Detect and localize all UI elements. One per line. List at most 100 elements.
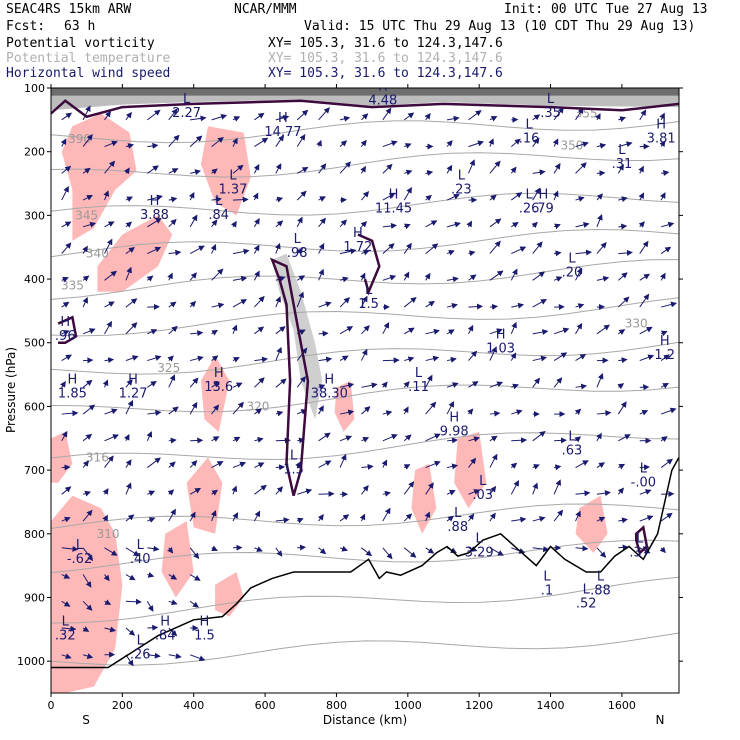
wind-vector — [339, 248, 357, 255]
wind-vector — [468, 140, 484, 148]
hl-marker-value: .16 — [519, 132, 540, 147]
wind-vector — [596, 547, 607, 558]
hl-marker-value: .1 — [541, 584, 553, 599]
wind-vector — [596, 275, 610, 282]
wind-vector — [61, 410, 79, 417]
wind-vector — [275, 547, 283, 557]
hl-marker-type: H — [660, 334, 670, 349]
wind-vector — [318, 217, 326, 228]
hl-marker-value: 4.48 — [368, 93, 397, 108]
wind-vector — [253, 163, 260, 174]
wind-vector — [125, 247, 135, 254]
pv-contour-small — [57, 315, 78, 344]
wind-vector — [511, 192, 523, 201]
hl-marker-type: H — [353, 226, 363, 241]
wind-vector — [254, 326, 265, 335]
theta-contour-line — [51, 632, 679, 666]
hl-marker-type: L — [476, 532, 484, 547]
x-left-endpoint-label: S — [82, 713, 90, 727]
wind-vector — [596, 372, 604, 388]
wind-vector — [275, 346, 282, 361]
wind-vector — [254, 484, 267, 495]
hl-marker: H.84 — [155, 614, 176, 643]
wind-vector — [168, 461, 176, 468]
wind-vector — [82, 574, 92, 588]
wind-vector — [254, 137, 269, 148]
wind-vector — [489, 410, 501, 417]
wind-vector — [103, 190, 110, 201]
wind-vector — [316, 139, 322, 147]
hl-marker: H1.03 — [486, 328, 515, 357]
wind-vector — [660, 436, 668, 443]
wind-vector — [189, 135, 203, 147]
wind-vector — [510, 321, 517, 335]
wind-vector — [104, 599, 112, 605]
wind-vector — [102, 514, 108, 522]
negative-pv-region — [411, 463, 437, 534]
x-axis-label: Distance (km) — [323, 713, 407, 727]
wind-vector — [61, 276, 69, 283]
wind-vector — [232, 164, 244, 174]
hl-marker: H1.85 — [58, 372, 87, 401]
wind-vector — [425, 328, 440, 335]
wind-vector — [661, 301, 677, 308]
axes: 100 200 300 400 500 600 700 800 900 1000 0 200 400 60… — [17, 82, 683, 712]
wind-vector — [382, 107, 392, 121]
hl-marker-value: .98 — [287, 246, 308, 261]
wind-vector — [618, 223, 628, 230]
wind-vector — [596, 410, 612, 417]
pv-contours — [51, 99, 679, 556]
wind-vector — [639, 515, 654, 522]
wind-vector — [339, 453, 347, 468]
wind-vector — [532, 464, 540, 470]
wind-vector — [489, 512, 496, 522]
wind-vector — [532, 299, 547, 308]
wind-vector — [190, 115, 207, 122]
wind-vector — [661, 170, 670, 176]
wind-vector — [382, 163, 393, 174]
hl-marker-type: H — [60, 315, 70, 330]
stratospheric-pv-core — [51, 88, 679, 96]
wind-vector — [424, 511, 431, 522]
wind-vector — [231, 485, 238, 495]
wind-vector — [104, 434, 119, 442]
wind-vector — [189, 300, 197, 308]
wind-vector — [510, 462, 518, 469]
hl-marker: L-.00 — [631, 461, 656, 490]
wind-vector — [211, 113, 228, 121]
wind-vector — [596, 142, 607, 149]
y-tick-label: 200 — [24, 146, 45, 159]
wind-vector — [489, 547, 504, 556]
wind-vector — [274, 242, 281, 254]
wind-vector — [61, 221, 72, 228]
wind-vector — [639, 326, 653, 335]
hl-marker-type: H — [150, 194, 160, 209]
wind-vector — [82, 105, 91, 121]
wind-vector — [489, 453, 498, 468]
wind-vector — [61, 653, 72, 660]
wind-vector — [254, 112, 265, 121]
wind-vector — [168, 599, 178, 606]
wind-vector — [554, 437, 567, 444]
wind-vector — [189, 511, 196, 522]
hl-marker: L.98 — [287, 232, 308, 261]
wind-vector — [82, 433, 93, 442]
wind-vector — [532, 271, 546, 281]
hl-marker-type: L — [640, 461, 648, 476]
hl-marker-value: .63 — [562, 444, 583, 459]
y-tick-label: 800 — [24, 528, 45, 541]
hl-marker: L.03 — [472, 474, 493, 503]
wind-vector — [403, 481, 415, 495]
wind-vector — [211, 404, 220, 415]
header-org: NCAR/MMM — [234, 2, 297, 17]
wind-vector — [125, 379, 133, 388]
wind-vector — [468, 436, 480, 443]
hl-marker-type: L — [76, 538, 84, 553]
wind-vector — [660, 330, 668, 337]
wind-vector — [232, 275, 248, 282]
hl-marker-value: 3.88 — [140, 208, 169, 223]
negative-pv-region — [334, 380, 355, 432]
wind-vector — [189, 214, 198, 228]
wind-vector — [382, 490, 391, 497]
wind-vector — [596, 516, 606, 523]
